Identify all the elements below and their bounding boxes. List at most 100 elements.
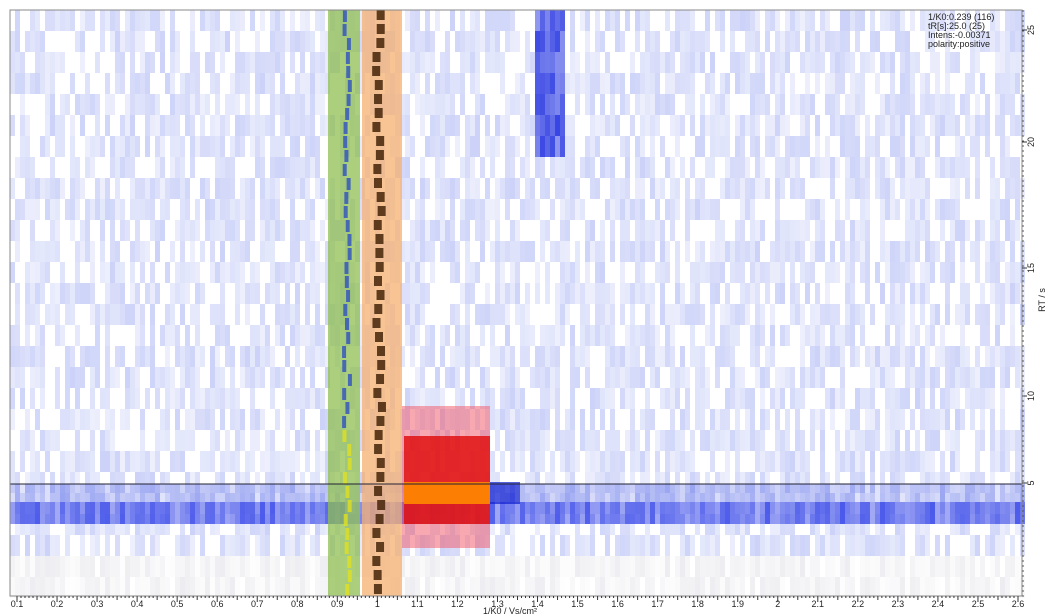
trace: [376, 290, 385, 300]
heat-cell: [905, 241, 910, 262]
heat-cell: [105, 262, 110, 283]
heat-cell: [720, 178, 725, 199]
heat-cell: [695, 577, 700, 598]
heat-cell: [925, 262, 930, 283]
heat-cell: [240, 514, 245, 535]
heat-cell: [955, 157, 960, 178]
heat-cell: [95, 52, 100, 73]
heat-cell: [815, 577, 820, 598]
heat-cell: [140, 430, 145, 451]
heat-cell: [910, 73, 915, 94]
heat-cell: [965, 514, 970, 535]
heat-cell: [255, 472, 260, 493]
heat-cell: [955, 451, 960, 472]
heat-cell: [210, 52, 215, 73]
heat-cell: [960, 514, 965, 535]
heat-cell: [295, 346, 300, 367]
heat-cell: [635, 94, 640, 115]
heat-cell: [165, 304, 170, 325]
heat-cell: [275, 556, 280, 577]
heat-cell: [910, 178, 915, 199]
feature-core: [404, 436, 490, 524]
heat-cell: [645, 10, 650, 31]
heat-cell: [1005, 94, 1010, 115]
heat-cell: [80, 484, 85, 502]
heat-cell: [645, 535, 650, 556]
heat-cell: [920, 367, 925, 388]
heat-cell: [495, 178, 500, 199]
heat-cell: [980, 283, 985, 304]
heat-cell: [630, 484, 635, 502]
heat-cell: [210, 451, 215, 472]
heat-cell: [540, 367, 545, 388]
heat-cell: [535, 484, 540, 502]
heat-cell: [10, 52, 15, 73]
heat-cell: [885, 304, 890, 325]
heat-cell: [220, 262, 225, 283]
heat-cell: [105, 325, 110, 346]
heat-cell: [760, 556, 765, 577]
heat-cell: [630, 409, 635, 430]
heat-cell: [275, 502, 280, 524]
heat-cell: [70, 283, 75, 304]
heat-cell: [545, 283, 550, 304]
heat-cell: [815, 556, 820, 577]
heat-cell: [50, 535, 55, 556]
heat-cell: [855, 115, 860, 136]
heat-cell: [900, 94, 905, 115]
heat-cell: [270, 502, 275, 524]
heat-cell: [735, 262, 740, 283]
heat-cell: [875, 409, 880, 430]
heat-cell: [600, 451, 605, 472]
heat-cell: [245, 367, 250, 388]
heat-cell: [660, 304, 665, 325]
heat-cell: [700, 535, 705, 556]
heat-cell: [960, 220, 965, 241]
heat-cell: [215, 73, 220, 94]
heat-cell: [795, 556, 800, 577]
heat-cell: [865, 556, 870, 577]
heat-cell: [950, 94, 955, 115]
heat-cell: [875, 514, 880, 535]
heat-cell: [670, 115, 675, 136]
heat-cell: [155, 535, 160, 556]
heat-cell: [790, 10, 795, 31]
heat-cell: [540, 502, 545, 524]
heat-cell: [275, 178, 280, 199]
heat-cell: [240, 199, 245, 220]
heat-cell: [460, 31, 465, 52]
heat-cell: [730, 535, 735, 556]
heat-cell: [300, 262, 305, 283]
heat-cell: [655, 325, 660, 346]
heat-cell: [650, 157, 655, 178]
heat-cell: [225, 199, 230, 220]
heat-cell: [535, 52, 540, 73]
heat-cell: [125, 94, 130, 115]
heat-cell: [975, 220, 980, 241]
heat-cell: [665, 199, 670, 220]
heat-cell: [620, 241, 625, 262]
heat-cell: [695, 304, 700, 325]
heat-cell: [75, 451, 80, 472]
heat-cell: [295, 514, 300, 535]
heat-cell: [535, 73, 540, 94]
heat-cell: [85, 409, 90, 430]
heat-cell: [105, 94, 110, 115]
heat-cell: [815, 115, 820, 136]
heat-cell: [115, 157, 120, 178]
heat-cell: [735, 502, 740, 524]
heat-cell: [410, 388, 415, 409]
heat-cell: [150, 325, 155, 346]
heat-cell: [935, 136, 940, 157]
heat-cell: [520, 451, 525, 472]
heat-cell: [560, 115, 565, 136]
heat-cell: [135, 472, 140, 493]
heat-cell: [775, 73, 780, 94]
heat-cell: [190, 136, 195, 157]
heat-cell: [235, 31, 240, 52]
heat-cell: [15, 502, 20, 524]
heat-cell: [825, 136, 830, 157]
heat-cell: [450, 346, 455, 367]
heat-cell: [255, 262, 260, 283]
heat-cell: [830, 94, 835, 115]
